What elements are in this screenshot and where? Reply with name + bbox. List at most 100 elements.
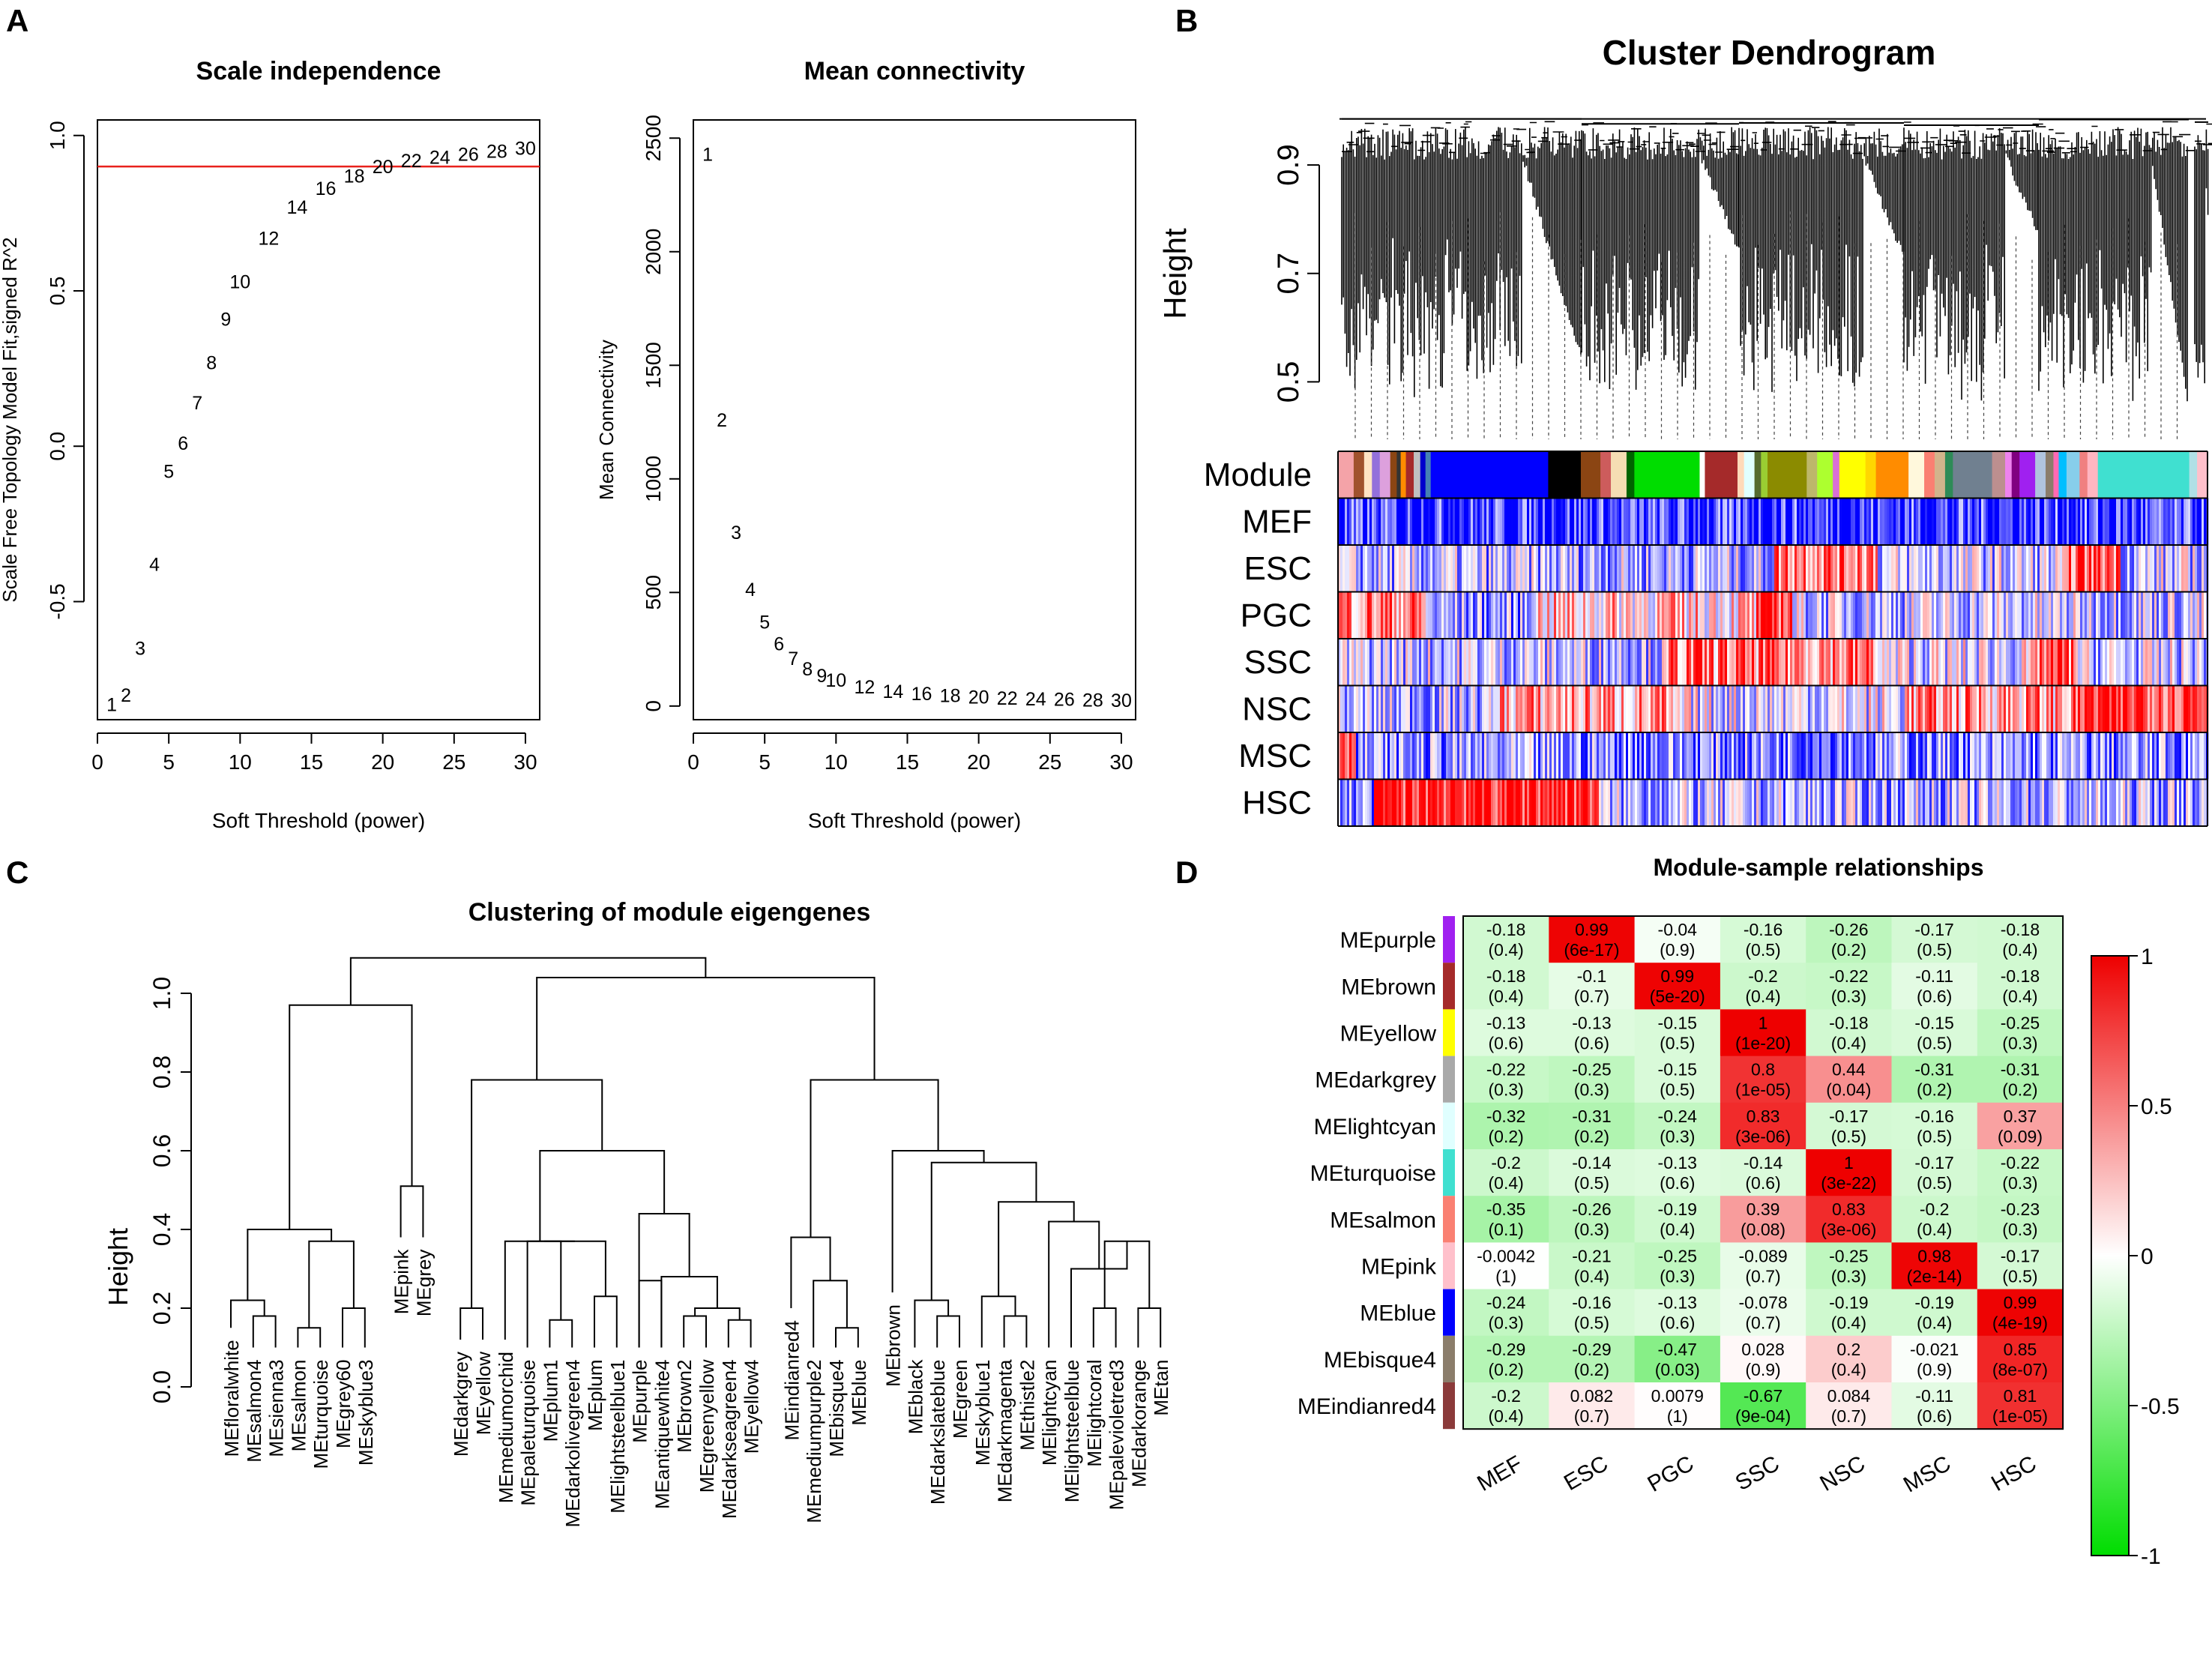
trait-cell (1783, 685, 1786, 732)
trait-cell (1747, 591, 1750, 639)
trait-cell (2179, 685, 2182, 732)
trait-cell (1812, 498, 1815, 545)
trait-cell (1504, 545, 1507, 592)
trait-cell (2060, 545, 2063, 592)
trait-cell (1734, 779, 1737, 826)
trait-cell (1835, 779, 1838, 826)
trait-cell (1590, 779, 1593, 826)
cell-value: -0.19 (1914, 1293, 1953, 1313)
trait-cell (1396, 685, 1399, 732)
trait-cell (1675, 639, 1678, 686)
trait-cell (2170, 545, 2173, 592)
trait-cell (2100, 498, 2103, 545)
cell-pvalue: (0.5) (1745, 940, 1780, 960)
trait-cell (1392, 779, 1395, 826)
trait-cell (2109, 639, 2112, 686)
cell-pvalue: (3e-06) (1821, 1220, 1876, 1239)
trait-cell (2172, 498, 2175, 545)
trait-cell (1590, 639, 1593, 686)
heatmap-cell (1463, 1149, 1549, 1196)
trait-cell (1475, 498, 1478, 545)
dendrogram-link (727, 1319, 752, 1348)
module-color-segment (1611, 451, 1627, 499)
x-tick-label: 15 (300, 750, 323, 774)
trait-cell (1848, 498, 1851, 545)
trait-cell (1351, 685, 1354, 732)
trait-cell (1875, 732, 1878, 780)
trait-cell (1563, 498, 1566, 545)
trait-cell (2037, 591, 2040, 639)
trait-cell (2193, 545, 2196, 592)
trait-cell (1896, 732, 1899, 780)
trait-cell (1664, 591, 1667, 639)
trait-cell (1565, 591, 1568, 639)
trait-cell (1360, 639, 1363, 686)
x-axis-label: Soft Threshold (power) (212, 809, 425, 832)
trait-cell (2067, 779, 2070, 826)
leaf-label: MEyellow (472, 1352, 495, 1435)
trait-cell (1857, 685, 1860, 732)
trait-cell (1884, 591, 1887, 639)
trait-cell (1516, 545, 1519, 592)
trait-cell (1547, 732, 1550, 780)
trait-cell (2109, 591, 2112, 639)
heatmap-cell (1463, 1382, 1549, 1430)
trait-cell (2031, 545, 2034, 592)
trait-cell (1848, 732, 1851, 780)
trait-cell (1702, 779, 1705, 826)
trait-cell (2087, 779, 2090, 826)
trait-cell (2145, 591, 2148, 639)
trait-cell (1421, 498, 1424, 545)
trait-cell (1601, 685, 1604, 732)
trait-cell (1486, 498, 1489, 545)
cell-value: -0.089 (1738, 1246, 1787, 1265)
trait-cell (1606, 779, 1609, 826)
trait-cell (1693, 732, 1696, 780)
trait-cell (1821, 685, 1824, 732)
trait-cell (1932, 639, 1935, 686)
point-label: 9 (220, 309, 231, 330)
cell-value: 1 (1759, 1013, 1768, 1032)
trait-cell (1891, 591, 1894, 639)
cell-value: 0.082 (1570, 1386, 1614, 1406)
trait-cell (2157, 639, 2160, 686)
trait-cell (1759, 732, 1762, 780)
heatmap-cell (1720, 1242, 1806, 1290)
trait-cell (1682, 685, 1685, 732)
trait-cell (1819, 545, 1822, 592)
module-color-segment (2011, 451, 2020, 499)
trait-cell (1934, 545, 1937, 592)
trait-cell (1513, 732, 1516, 780)
trait-cell (1531, 732, 1534, 780)
trait-cell (1529, 498, 1532, 545)
module-color-segment (1953, 451, 1993, 499)
trait-cell (1950, 498, 1953, 545)
trait-cell (1862, 685, 1865, 732)
trait-cell (1833, 545, 1836, 592)
trait-cell (1974, 545, 1977, 592)
trait-cell (1471, 685, 1474, 732)
trait-cell (2118, 685, 2121, 732)
trait-cell (1516, 732, 1519, 780)
trait-cell (1736, 545, 1739, 592)
trait-cell (2044, 779, 2047, 826)
trait-cell (1929, 498, 1932, 545)
row-label: MEdarkgrey (1315, 1068, 1436, 1093)
module-color-segment (1924, 451, 1935, 499)
trait-cell (1482, 545, 1485, 592)
trait-cell (1588, 498, 1591, 545)
trait-cell (1808, 732, 1811, 780)
trait-cell (1772, 685, 1775, 732)
trait-cell (1561, 779, 1564, 826)
trait-cell (2114, 732, 2117, 780)
dendrogram-leaves (2194, 123, 2212, 384)
cell-pvalue: (0.5) (1660, 1033, 1695, 1053)
cell-pvalue: (0.3) (1660, 1127, 1695, 1146)
trait-cell (1572, 498, 1575, 545)
module-color-segment (1353, 451, 1365, 499)
trait-cell (1471, 498, 1474, 545)
trait-cell (1864, 685, 1867, 732)
trait-cell (2159, 591, 2162, 639)
trait-cell (2067, 498, 2070, 545)
trait-cell (1887, 779, 1890, 826)
